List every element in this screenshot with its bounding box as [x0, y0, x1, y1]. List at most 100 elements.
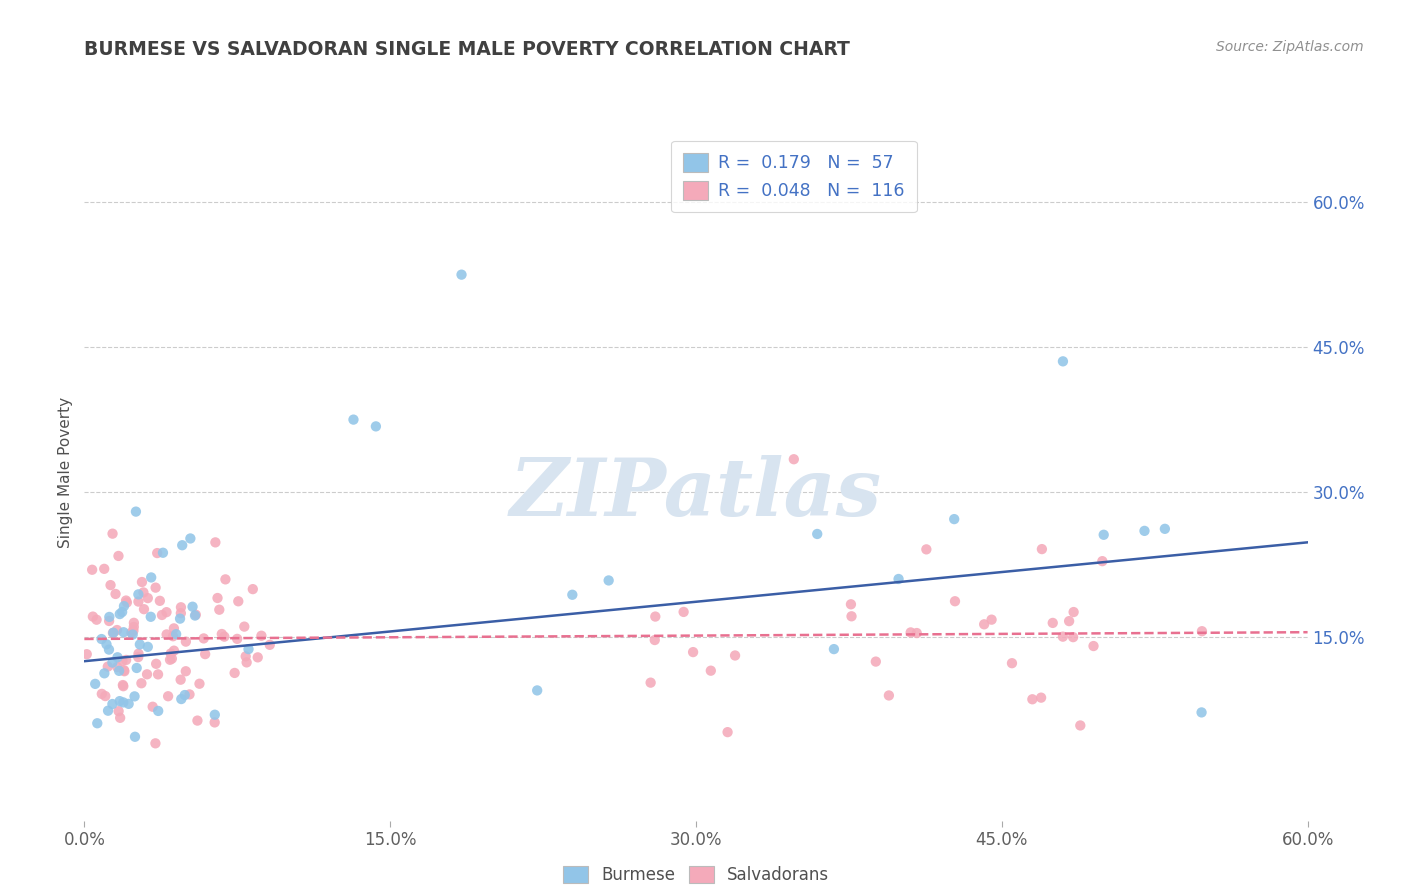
Point — [841, 609, 863, 624]
Point — [108, 664, 131, 678]
Point — [90, 632, 112, 646]
Point — [98, 642, 121, 657]
Point — [127, 650, 149, 665]
Point — [1092, 528, 1115, 542]
Point — [101, 656, 124, 670]
Point — [865, 655, 887, 669]
Point — [973, 617, 995, 632]
Point — [146, 546, 169, 560]
Point — [724, 648, 747, 663]
Point — [716, 725, 738, 739]
Point — [141, 570, 163, 584]
Point — [887, 572, 910, 586]
Point — [148, 704, 170, 718]
Point — [1083, 639, 1105, 653]
Point — [204, 715, 226, 730]
Point — [174, 634, 197, 648]
Point — [598, 574, 620, 588]
Point — [112, 695, 135, 709]
Point — [98, 614, 121, 628]
Point — [238, 642, 260, 657]
Point — [127, 587, 149, 601]
Point — [1091, 554, 1114, 568]
Point — [246, 650, 269, 665]
Point — [644, 609, 666, 624]
Point — [112, 679, 135, 693]
Point — [1021, 692, 1043, 706]
Point — [149, 594, 172, 608]
Point — [211, 627, 233, 641]
Point — [169, 673, 191, 687]
Point — [170, 606, 193, 620]
Point — [450, 268, 472, 282]
Point — [1191, 624, 1213, 639]
Point — [132, 602, 155, 616]
Point — [117, 697, 139, 711]
Point — [839, 597, 862, 611]
Point — [943, 512, 966, 526]
Point — [179, 532, 201, 546]
Point — [120, 625, 142, 640]
Point — [96, 637, 118, 651]
Point — [107, 650, 129, 665]
Point — [101, 526, 124, 541]
Point — [162, 629, 184, 643]
Point — [101, 625, 124, 640]
Point — [165, 627, 187, 641]
Point — [163, 643, 186, 657]
Point — [1062, 630, 1084, 644]
Point — [174, 665, 197, 679]
Point — [136, 591, 159, 606]
Point — [170, 692, 193, 706]
Point — [1191, 706, 1213, 720]
Point — [160, 651, 183, 665]
Point — [204, 535, 226, 549]
Point — [214, 573, 236, 587]
Point — [184, 607, 207, 622]
Point — [1029, 690, 1052, 705]
Point — [128, 637, 150, 651]
Point — [145, 657, 167, 671]
Point — [84, 677, 107, 691]
Point — [108, 711, 131, 725]
Point — [107, 549, 129, 563]
Point — [226, 632, 249, 646]
Point — [122, 615, 145, 630]
Point — [132, 585, 155, 599]
Point — [204, 707, 226, 722]
Text: Source: ZipAtlas.com: Source: ZipAtlas.com — [1216, 40, 1364, 54]
Point — [128, 647, 150, 661]
Point — [86, 613, 108, 627]
Point — [111, 654, 134, 668]
Point — [142, 699, 165, 714]
Point — [181, 599, 204, 614]
Point — [900, 625, 922, 640]
Point — [125, 661, 148, 675]
Point — [672, 605, 695, 619]
Point — [682, 645, 704, 659]
Point — [342, 412, 364, 426]
Point — [93, 562, 115, 576]
Point — [82, 609, 104, 624]
Point — [1154, 522, 1177, 536]
Point — [207, 591, 229, 605]
Point — [644, 633, 666, 648]
Point — [877, 689, 900, 703]
Point — [1042, 615, 1064, 630]
Point — [259, 638, 281, 652]
Point — [170, 600, 193, 615]
Point — [86, 716, 108, 731]
Point — [526, 683, 548, 698]
Point — [124, 730, 146, 744]
Point — [121, 627, 143, 641]
Point — [1063, 605, 1085, 619]
Point — [1057, 614, 1080, 628]
Point — [179, 687, 201, 701]
Point — [112, 663, 135, 677]
Point — [915, 542, 938, 557]
Point — [108, 607, 131, 621]
Point — [146, 667, 169, 681]
Point — [700, 664, 723, 678]
Point — [101, 697, 124, 711]
Point — [208, 603, 231, 617]
